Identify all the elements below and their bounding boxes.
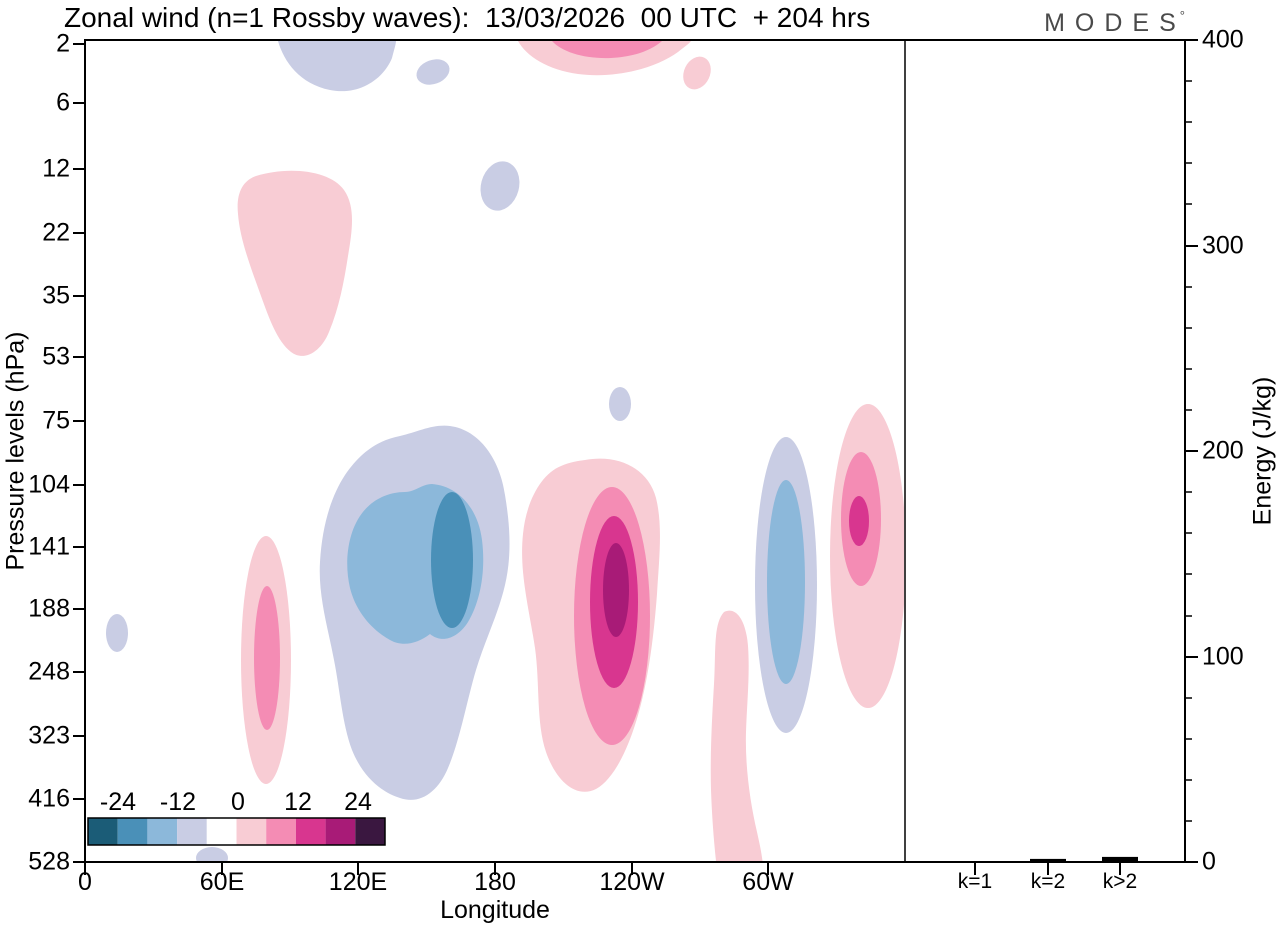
pressure-tick-label: 248 (28, 657, 70, 686)
pressure-ticks (73, 43, 85, 863)
pressure-tick-label: 22 (42, 218, 70, 247)
colorbar (87, 817, 386, 846)
positive-column-85W (710, 610, 763, 861)
colorbar-cell (117, 818, 148, 845)
energy-minor-ticks (1185, 80, 1192, 822)
chart-title: Zonal wind (n=1 Rossby waves): 13/03/202… (64, 2, 871, 33)
positive-patch-top-small (683, 56, 711, 90)
longitude-axis-title: Longitude (440, 896, 550, 924)
colorbar-tick-label: 0 (231, 788, 245, 816)
pressure-tick-label: 12 (42, 154, 70, 183)
colorbar-cell (147, 818, 178, 845)
colorbar-tick-label: -12 (159, 788, 197, 816)
energy-axis-title: Energy (J/kg) (1248, 376, 1277, 526)
longitude-tick-label: 60W (742, 868, 794, 896)
colorbar-cell (325, 818, 356, 845)
colorbar-cell (206, 818, 237, 845)
energy-major-ticks (1185, 39, 1198, 863)
pressure-tick-label: 323 (28, 721, 70, 750)
positive-patch-stratosphere (237, 170, 352, 356)
negative-patch-180 (480, 161, 520, 211)
energy-tick-label: 300 (1202, 231, 1244, 260)
positive-cell-128W-core (603, 543, 629, 637)
energy-tick-label: 100 (1202, 642, 1244, 671)
colorbar-cell (266, 818, 296, 845)
negative-patch-left-edge (106, 614, 128, 652)
energy-tick-label: 0 (1202, 847, 1216, 876)
colorbar-tick-label: 24 (344, 788, 372, 816)
positive-cell-17W-core (849, 496, 869, 546)
pressure-tick-label: 141 (28, 532, 70, 561)
longitude-tick-label: 120W (599, 868, 665, 896)
pressure-tick-label: 2 (56, 29, 70, 58)
longitude-tick-label: 60E (199, 868, 245, 896)
colorbar-cell (236, 818, 267, 845)
contour-field (106, 41, 904, 861)
pressure-tick-label: 104 (28, 470, 70, 499)
pressure-tick-label: 53 (42, 342, 70, 371)
colorbar-cell (177, 818, 207, 845)
longitude-tick-label: 180 (474, 868, 516, 896)
bar-k2 (1030, 858, 1066, 862)
energy-tick-label: 200 (1202, 436, 1244, 465)
positive-cell-80E-core (254, 586, 280, 730)
wavenumber-label: k>2 (1102, 870, 1138, 893)
modes-logo-text: MODES (1044, 9, 1186, 37)
negative-patch-tiny (609, 387, 631, 421)
colorbar-border (87, 817, 386, 846)
wavenumber-label: k=1 (957, 870, 993, 893)
colorbar-cell (355, 818, 385, 845)
pressure-tick-label: 188 (28, 594, 70, 623)
negative-cell-55W-core (767, 480, 805, 684)
longitude-tick-label: 0 (78, 868, 92, 896)
modes-logo: MODES° (1044, 8, 1185, 38)
colorbar-tick-label: -24 (99, 788, 137, 816)
colorbar-cell (88, 818, 118, 845)
pressure-tick-label: 6 (56, 88, 70, 117)
colorbar-tick-label: 12 (284, 788, 312, 816)
negative-patch-top (278, 41, 396, 92)
wavenumber-ticks (974, 862, 1121, 875)
negative-cell-145E-core (431, 492, 473, 628)
colorbar-cell (295, 818, 326, 845)
longitude-ticks (84, 862, 769, 875)
bar-kgt2 (1102, 856, 1138, 862)
negative-patch-bottom-edge (196, 847, 228, 861)
pressure-tick-label: 528 (28, 847, 70, 876)
wavenumber-label: k=2 (1030, 870, 1066, 893)
pressure-tick-label: 35 (42, 281, 70, 310)
energy-tick-label: 400 (1202, 25, 1244, 54)
modes-degree-mark: ° (1179, 8, 1185, 23)
positive-cell-top-inner (552, 41, 662, 59)
longitude-tick-label: 120E (328, 868, 388, 896)
axes-frame (73, 39, 1198, 875)
negative-patch-top-small (416, 59, 450, 85)
pressure-tick-label: 416 (28, 784, 70, 813)
pressure-axis-title: Pressure levels (hPa) (1, 331, 30, 571)
pressure-tick-label: 75 (42, 406, 70, 435)
